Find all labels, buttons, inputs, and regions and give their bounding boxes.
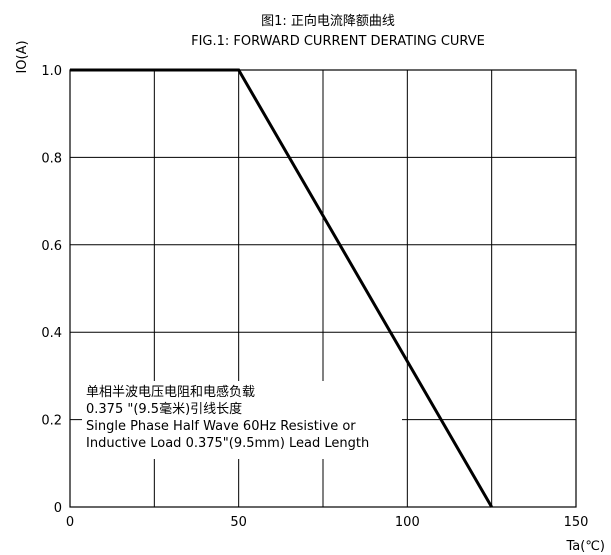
annotation-background <box>82 381 402 459</box>
y-tick-label: 0 <box>54 501 62 516</box>
y-tick-label: 0.2 <box>41 414 62 429</box>
annotation-line: 单相半波电压电阻和电感负载 <box>86 384 255 400</box>
annotation-line: 0.375 "(9.5毫米)引线长度 <box>86 401 242 417</box>
tick-labels: 0 0.2 0.4 0.6 0.8 1.0 0 50 100 150 <box>41 64 588 530</box>
x-tick-label: 50 <box>230 515 247 530</box>
y-tick-label: 0.4 <box>41 326 62 341</box>
annotation-line: Single Phase Half Wave 60Hz Resistive or <box>86 419 356 434</box>
y-tick-label: 0.6 <box>41 239 62 254</box>
x-tick-label: 0 <box>66 515 74 530</box>
chart-subtitle: FIG.1: FORWARD CURRENT DERATING CURVE <box>191 34 485 49</box>
y-axis-label: IO(A) <box>15 40 30 73</box>
x-tick-label: 100 <box>395 515 420 530</box>
plot-frame <box>69 69 577 508</box>
y-tick-label: 0.8 <box>41 151 62 166</box>
x-axis-label: Ta(℃) <box>566 539 606 554</box>
y-tick-label: 1.0 <box>41 64 62 79</box>
x-tick-label: 150 <box>564 515 589 530</box>
chart-title: 图1: 正向电流降额曲线 <box>261 13 395 29</box>
annotation-line: Inductive Load 0.375"(9.5mm) Lead Length <box>86 436 369 451</box>
